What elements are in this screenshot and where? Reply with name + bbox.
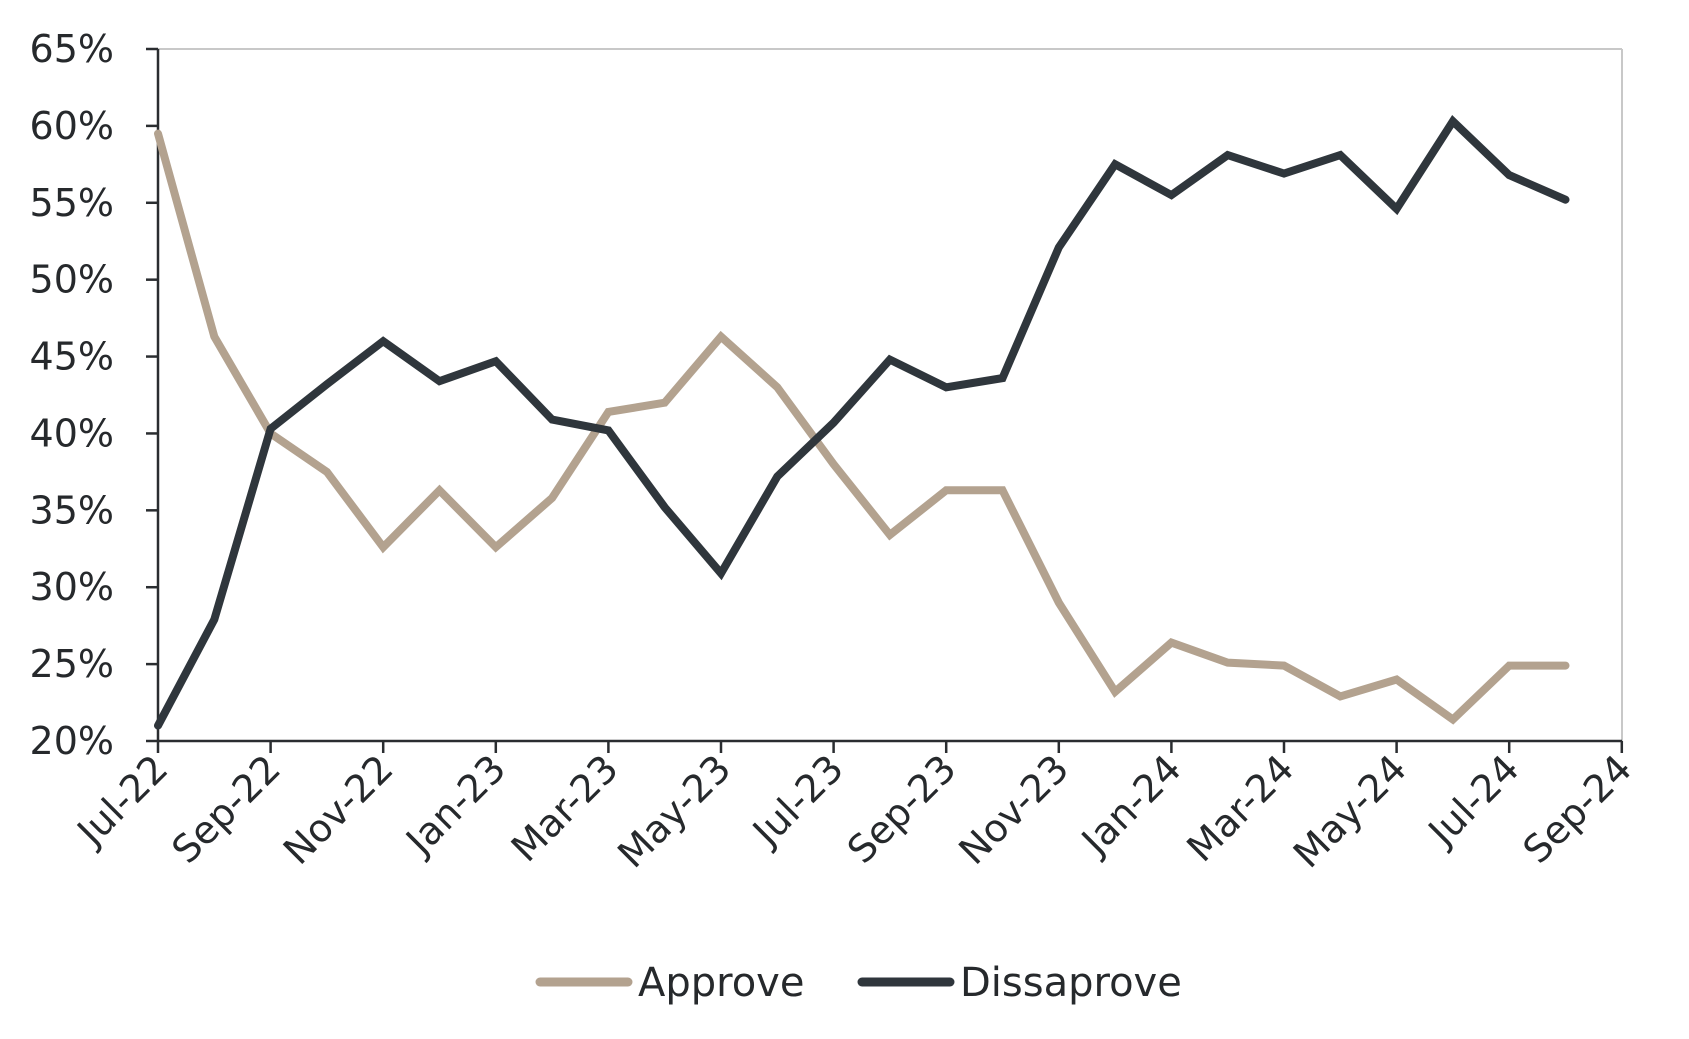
x-tick-label: Sep-23 — [839, 746, 965, 872]
x-tick-label: May-24 — [1285, 746, 1415, 876]
legend-label-dissaprove: Dissaprove — [960, 960, 1182, 1006]
series-layer — [154, 115, 1570, 730]
axes — [156, 48, 1623, 743]
x-tick-label: Jan-24 — [1072, 746, 1190, 864]
y-tick-label: 50% — [30, 258, 114, 302]
y-axis: 20% 25% 30% 35% 40% 45% 50% 55% 60% 65% — [30, 27, 158, 763]
y-tick-label: 65% — [30, 27, 114, 71]
y-tick-label: 25% — [30, 642, 114, 686]
x-tick-label: Jul-24 — [1419, 746, 1528, 855]
y-tick-label: 20% — [30, 719, 114, 763]
y-tick-label: 55% — [30, 181, 114, 225]
x-tick-label: Sep-24 — [1515, 746, 1641, 872]
y-tick-label: 30% — [30, 565, 114, 609]
y-tick-label: 60% — [30, 104, 114, 148]
series-line-approve — [154, 129, 1570, 725]
x-tick-label: Jan-23 — [396, 746, 514, 864]
series-line-dissaprove — [154, 115, 1570, 730]
y-tick-label: 45% — [30, 335, 114, 379]
x-tick-label: Nov-23 — [950, 746, 1077, 873]
x-tick-label: Nov-22 — [275, 746, 402, 873]
legend: Approve Dissaprove — [535, 960, 1182, 1006]
x-tick-label: Mar-24 — [1178, 746, 1302, 870]
y-tick-label: 35% — [30, 488, 114, 532]
x-tick-label: Mar-23 — [503, 746, 627, 870]
legend-label-approve: Approve — [638, 960, 804, 1006]
x-tick-label: Sep-22 — [163, 746, 289, 872]
y-tick-label: 40% — [30, 411, 114, 455]
x-tick-label: Jul-23 — [743, 746, 852, 855]
x-tick-label: May-23 — [609, 746, 739, 876]
